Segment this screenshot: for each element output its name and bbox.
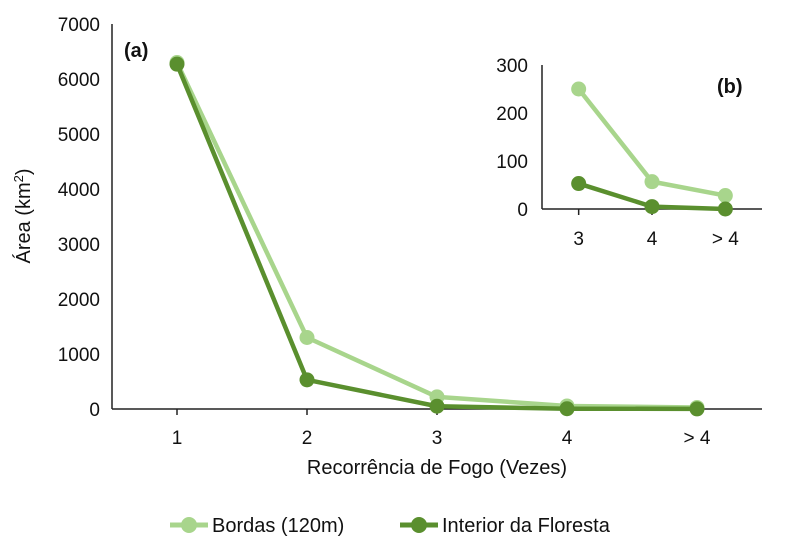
main-x-tick-label: 1 (172, 428, 183, 449)
legend-marker-interior (411, 517, 427, 533)
inset-y-tick-label: 200 (496, 104, 528, 125)
inset-y-tick-label: 0 (517, 200, 528, 221)
main-series-line-interior (177, 64, 697, 409)
main-y-tick-label: 5000 (58, 125, 100, 146)
main-point-bordas (300, 330, 315, 345)
inset-point-bordas (645, 174, 660, 189)
main-y-tick-label: 6000 (58, 70, 100, 91)
inset-point-bordas (718, 188, 733, 203)
main-y-tick-label: 1000 (58, 345, 100, 366)
inset-point-interior (645, 199, 660, 214)
main-y-tick-label: 3000 (58, 235, 100, 256)
main-y-tick-label: 7000 (58, 15, 100, 36)
main-point-interior (560, 401, 575, 416)
inset-x-tick-label: > 4 (712, 229, 739, 250)
main-point-interior (690, 401, 705, 416)
inset-x-tick-label: 4 (647, 229, 658, 250)
inset-point-interior (571, 176, 586, 191)
main-x-tick-label: 4 (562, 428, 573, 449)
inset-point-bordas (571, 82, 586, 97)
y-axis-title-superscript: 2 (11, 175, 26, 182)
x-axis-title: Recorrência de Fogo (Vezes) (307, 457, 567, 479)
legend-label-interior: Interior da Floresta (442, 515, 611, 536)
main-series-line-bordas (177, 63, 697, 408)
legend-marker-bordas (181, 517, 197, 533)
main-y-tick-labels: 0 1000 2000 3000 4000 5000 6000 7000 (58, 15, 100, 421)
main-point-interior (300, 372, 315, 387)
main-y-tick-label: 2000 (58, 290, 100, 311)
legend: Bordas (120m) Interior da Floresta (170, 515, 611, 536)
panel-label-b: (b) (717, 76, 743, 98)
main-series-group (170, 55, 705, 416)
inset-y-tick-label: 300 (496, 56, 528, 77)
legend-label-bordas: Bordas (120m) (212, 515, 344, 536)
main-point-interior (170, 57, 185, 72)
inset-y-tick-labels: 0 100 200 300 (496, 56, 528, 221)
panel-label-a: (a) (124, 40, 148, 62)
inset-x-tick-label: 3 (573, 229, 584, 250)
main-x-tick-label: > 4 (684, 428, 711, 449)
main-y-tick-label: 4000 (58, 180, 100, 201)
inset-y-tick-label: 100 (496, 152, 528, 173)
inset-x-tick-labels: 3 4 > 4 (573, 209, 739, 250)
main-x-tick-label: 2 (302, 428, 313, 449)
main-point-interior (430, 399, 445, 414)
inset-series-group (571, 82, 733, 217)
main-y-tick-label: 0 (89, 400, 100, 421)
main-x-tick-labels: 1 2 3 4 > 4 (172, 409, 711, 449)
y-axis-title: Área (km2) (11, 168, 35, 263)
main-x-tick-label: 3 (432, 428, 443, 449)
inset-point-interior (718, 202, 733, 217)
